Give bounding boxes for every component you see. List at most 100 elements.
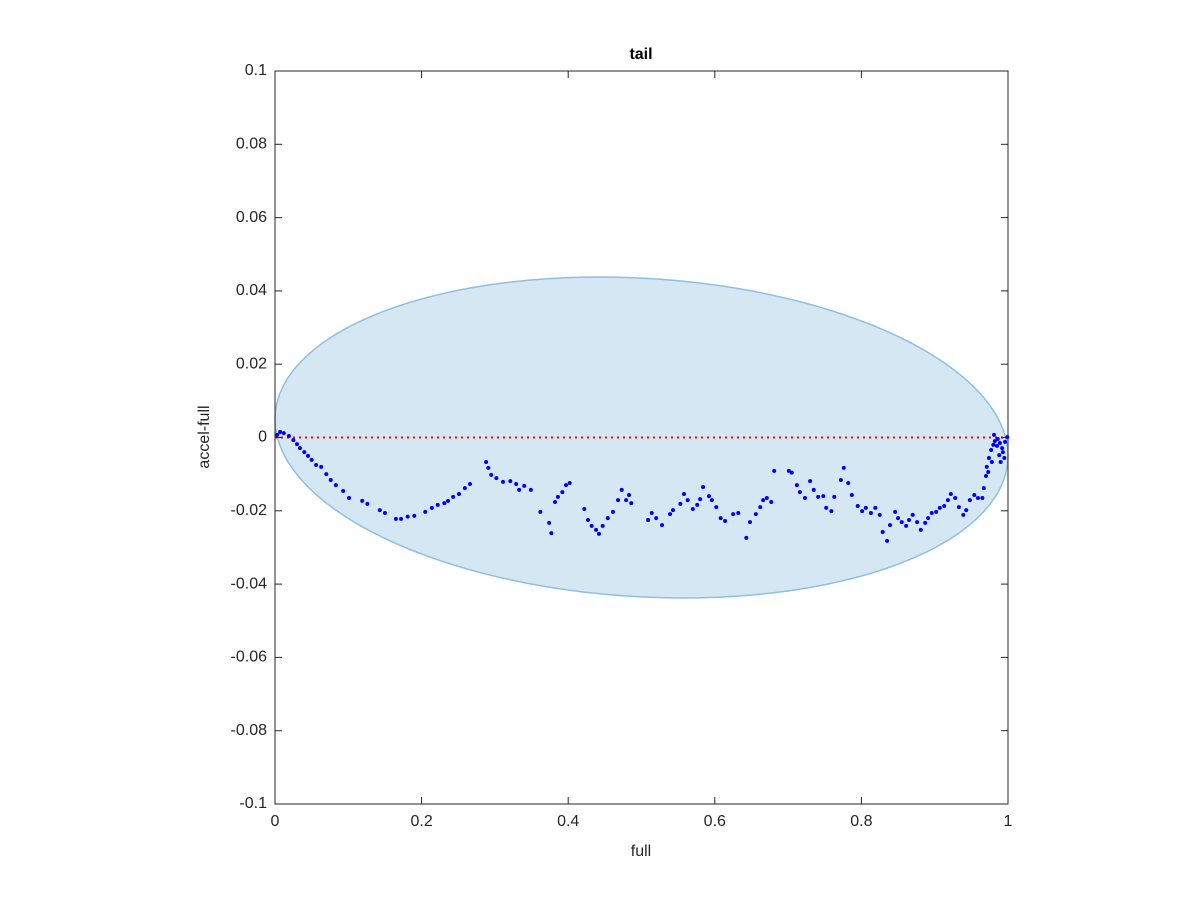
data-point bbox=[808, 479, 813, 484]
data-point bbox=[945, 498, 950, 503]
data-point bbox=[718, 516, 723, 521]
data-point bbox=[1003, 439, 1008, 444]
data-point bbox=[747, 520, 752, 525]
data-point bbox=[600, 523, 605, 528]
data-point bbox=[560, 490, 565, 495]
data-point bbox=[953, 495, 958, 500]
data-point bbox=[654, 516, 659, 521]
data-point bbox=[393, 516, 398, 521]
data-point bbox=[956, 505, 961, 510]
data-point bbox=[986, 456, 991, 461]
data-point bbox=[685, 498, 690, 503]
data-point bbox=[964, 508, 969, 513]
y-tick-label: 0.04 bbox=[236, 282, 267, 299]
data-point bbox=[467, 482, 472, 487]
data-point bbox=[547, 520, 552, 525]
data-point bbox=[989, 460, 994, 465]
data-point bbox=[948, 491, 953, 496]
data-point bbox=[975, 495, 980, 500]
data-point bbox=[494, 476, 499, 481]
data-point bbox=[846, 480, 851, 485]
data-point bbox=[824, 505, 829, 510]
y-axis-label: accel-full bbox=[196, 405, 213, 468]
data-point bbox=[365, 501, 370, 506]
data-point bbox=[514, 482, 519, 487]
data-point bbox=[992, 439, 997, 444]
data-point bbox=[841, 465, 846, 470]
data-point bbox=[456, 491, 461, 496]
data-point bbox=[309, 457, 314, 462]
x-tick-label: 0.8 bbox=[850, 813, 872, 830]
data-point bbox=[899, 520, 904, 525]
data-point bbox=[429, 505, 434, 510]
data-point bbox=[555, 494, 560, 499]
data-point bbox=[896, 516, 901, 521]
data-point bbox=[486, 465, 491, 470]
data-point bbox=[802, 495, 807, 500]
x-tick-label: 0.2 bbox=[410, 813, 432, 830]
data-point bbox=[753, 512, 758, 517]
data-point bbox=[918, 527, 923, 532]
data-point bbox=[462, 486, 467, 491]
data-point bbox=[399, 516, 404, 521]
data-point bbox=[314, 462, 319, 467]
data-point bbox=[821, 494, 826, 499]
data-point bbox=[904, 523, 909, 528]
x-tick-label: 0.6 bbox=[704, 813, 726, 830]
x-tick-label: 0.4 bbox=[557, 813, 579, 830]
data-point bbox=[405, 514, 410, 519]
data-point bbox=[319, 464, 324, 469]
data-point bbox=[758, 505, 763, 510]
data-point bbox=[328, 478, 333, 483]
data-point bbox=[445, 498, 450, 503]
data-point bbox=[772, 468, 777, 473]
data-point bbox=[522, 483, 527, 488]
data-point bbox=[942, 504, 947, 509]
data-point bbox=[291, 438, 296, 443]
y-tick-label: -0.04 bbox=[231, 575, 268, 592]
data-point bbox=[451, 494, 456, 499]
data-point bbox=[484, 460, 489, 465]
data-point bbox=[786, 468, 791, 473]
data-point bbox=[915, 520, 920, 525]
data-point bbox=[723, 519, 728, 524]
data-point bbox=[926, 516, 931, 521]
data-point bbox=[907, 517, 912, 522]
data-point bbox=[302, 450, 307, 455]
data-point bbox=[832, 494, 837, 499]
data-point bbox=[500, 479, 505, 484]
data-point bbox=[435, 502, 440, 507]
data-point bbox=[761, 498, 766, 503]
data-point bbox=[341, 489, 346, 494]
data-point bbox=[360, 498, 365, 503]
data-point bbox=[885, 538, 890, 543]
data-point bbox=[594, 527, 599, 532]
data-point bbox=[489, 472, 494, 477]
data-point bbox=[984, 464, 989, 469]
data-point bbox=[624, 498, 629, 503]
data-point bbox=[789, 470, 794, 475]
data-point bbox=[986, 469, 991, 474]
data-point bbox=[281, 431, 286, 436]
data-point bbox=[984, 473, 989, 478]
data-point bbox=[278, 430, 283, 435]
data-point bbox=[347, 495, 352, 500]
data-point bbox=[682, 491, 687, 496]
data-point bbox=[549, 531, 554, 536]
data-point bbox=[849, 493, 854, 498]
data-point bbox=[995, 436, 1000, 441]
data-point bbox=[297, 446, 302, 451]
data-point bbox=[880, 530, 885, 535]
y-tick-label: -0.02 bbox=[231, 502, 268, 519]
data-point bbox=[731, 512, 736, 517]
data-point bbox=[305, 453, 310, 458]
data-point bbox=[794, 483, 799, 488]
data-point bbox=[991, 442, 996, 447]
data-point bbox=[275, 432, 280, 437]
data-point bbox=[1002, 456, 1007, 461]
data-point bbox=[816, 494, 821, 499]
data-point bbox=[596, 531, 601, 536]
data-point bbox=[797, 490, 802, 495]
data-point bbox=[678, 501, 683, 506]
